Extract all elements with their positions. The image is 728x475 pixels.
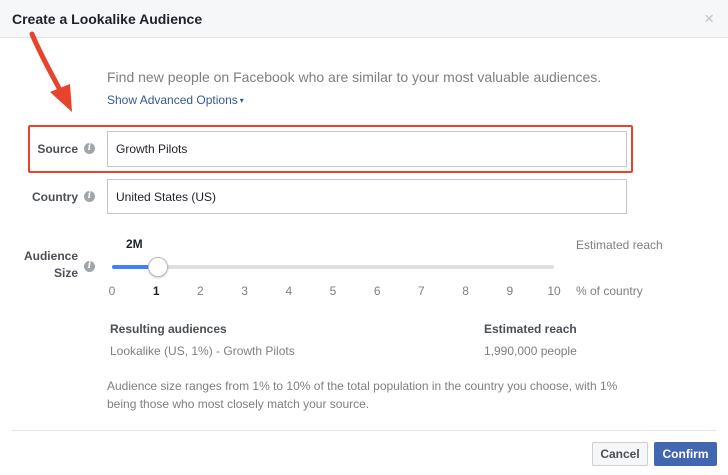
slider-tick-label: 7 [418, 284, 425, 298]
info-icon[interactable]: i [84, 261, 95, 272]
confirm-button[interactable]: Confirm [654, 442, 717, 466]
audience-size-note: Audience size ranges from 1% to 10% of t… [107, 379, 618, 411]
source-label: Source [37, 142, 78, 156]
slider-tick-label: 8 [462, 284, 469, 298]
show-advanced-options-link[interactable]: Show Advanced Options ▾ [107, 93, 244, 107]
country-value: United States (US) [116, 189, 217, 204]
source-highlight-box [28, 125, 633, 173]
country-input[interactable]: United States (US) [107, 179, 627, 214]
dialog-header: Create a Lookalike Audience × [0, 0, 728, 38]
cancel-button[interactable]: Cancel [592, 442, 648, 466]
slider-tick-label: 2 [197, 284, 204, 298]
estimated-reach-label: Estimated reach [576, 238, 663, 252]
source-input[interactable]: Growth Pilots [107, 131, 627, 167]
slider-tick-label: 9 [506, 284, 514, 298]
info-icon[interactable]: i [84, 143, 95, 154]
slider-tick-label: 6 [373, 284, 381, 298]
slider-reach-value: 2M [126, 237, 143, 251]
resulting-audience-name: Lookalike (US, 1%) - Growth Pilots [110, 344, 295, 358]
slider-tick-label: 5 [329, 284, 337, 298]
resulting-audiences-header: Resulting audiences [110, 322, 227, 336]
audience-size-slider-fill [112, 265, 159, 269]
close-icon[interactable]: × [704, 9, 714, 28]
intro-text: Find new people on Facebook who are simi… [107, 69, 602, 85]
percent-of-country-label: % of country [576, 284, 643, 298]
slider-tick-label: 1 [152, 284, 160, 298]
info-icon[interactable]: i [84, 191, 95, 202]
annotation-arrow [29, 31, 72, 112]
footer-divider [12, 430, 716, 431]
slider-tick-label: 10 [547, 284, 561, 298]
estimated-reach-header: Estimated reach [484, 322, 577, 336]
audience-size-label-line1: Audience [23, 249, 78, 263]
resulting-audience-reach: 1,990,000 people [484, 344, 577, 358]
slider-tick-label: 4 [285, 284, 293, 298]
slider-tick-label: 0 [108, 284, 116, 298]
audience-size-slider-thumb[interactable] [148, 257, 169, 277]
dialog-title: Create a Lookalike Audience [12, 11, 203, 27]
source-value: Growth Pilots [116, 142, 188, 156]
slider-tick-label: 3 [241, 284, 248, 298]
audience-size-label-line2: Size [53, 266, 78, 280]
country-label: Country [32, 190, 78, 204]
audience-size-slider-track[interactable] [112, 265, 554, 269]
advanced-options-label: Show Advanced Options [107, 93, 238, 107]
caret-down-icon: ▾ [239, 96, 244, 106]
